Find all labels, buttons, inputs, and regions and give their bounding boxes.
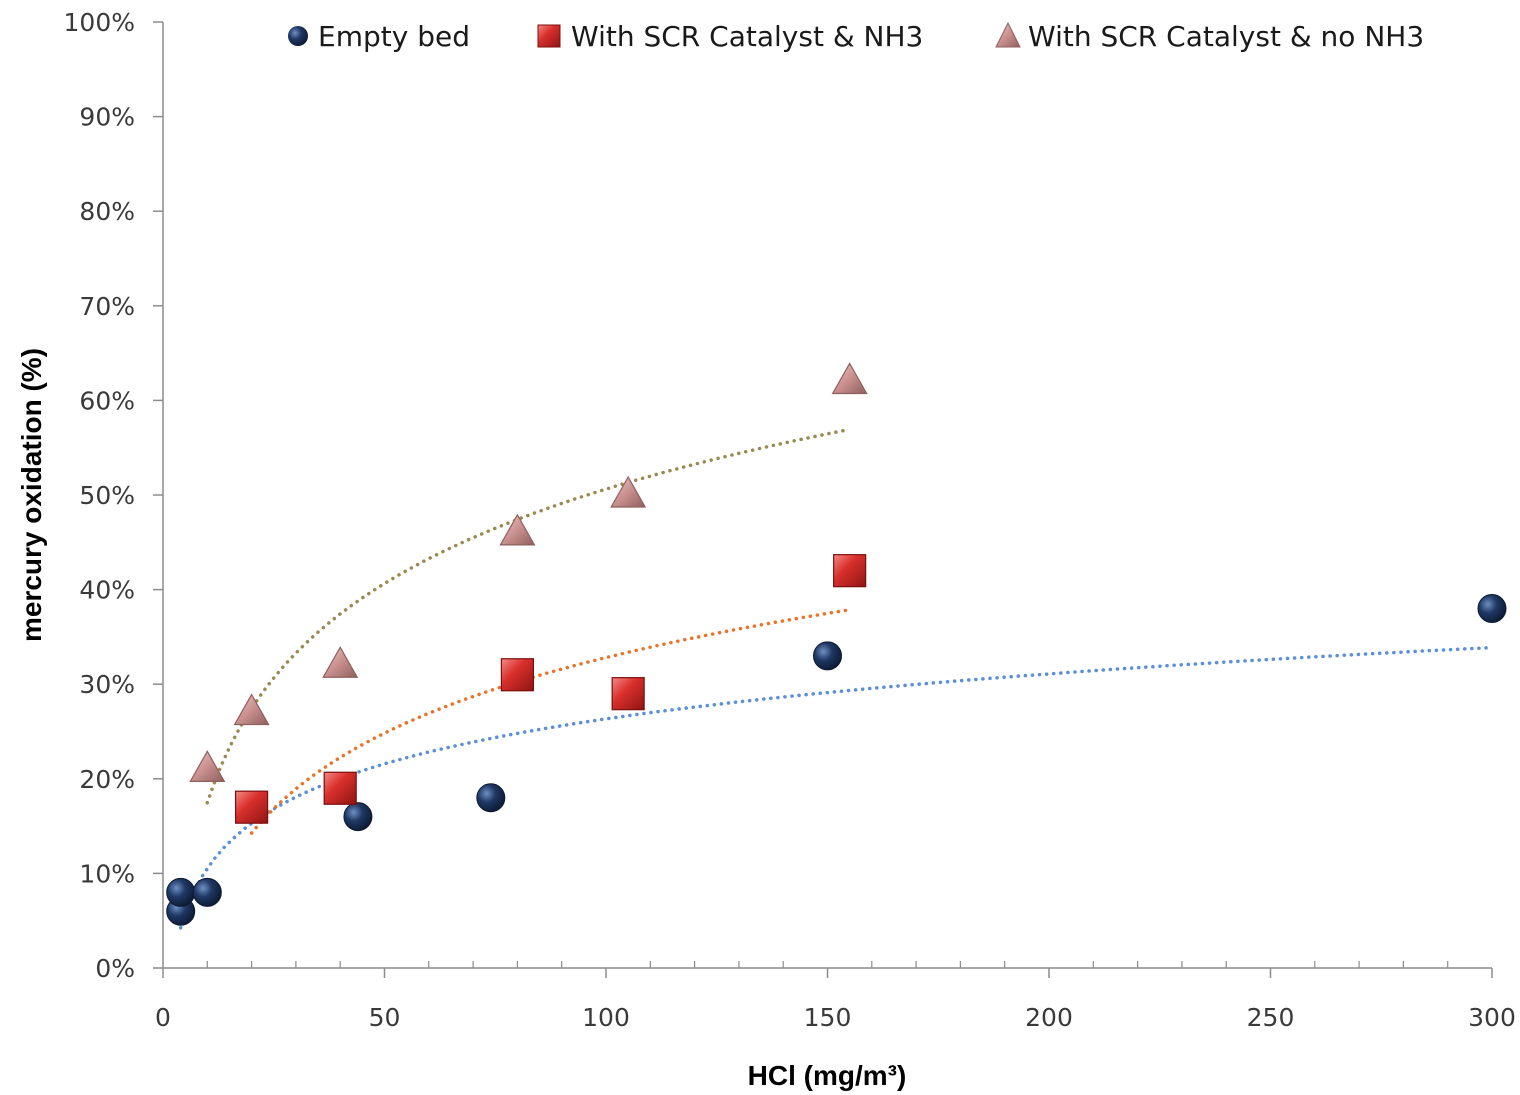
y-axis-title: mercury oxidation (%)	[16, 348, 47, 642]
data-point-scr-no-nh3	[189, 750, 226, 782]
x-axis-title: HCl (mg/m³)	[748, 1060, 907, 1091]
x-tick-label: 0	[155, 1003, 171, 1032]
data-point-empty-bed	[166, 877, 196, 907]
data-point-empty-bed	[1477, 594, 1507, 624]
x-tick-label: 150	[804, 1003, 852, 1032]
y-tick-label: 30%	[79, 670, 135, 699]
legend-square-marker	[537, 24, 561, 48]
trendline-series-3	[205, 427, 852, 805]
legend-circle-marker	[288, 26, 308, 46]
x-tick-label: 200	[1025, 1003, 1073, 1032]
data-point-scr-no-nh3	[499, 513, 536, 546]
data-point-scr-nh3	[323, 771, 357, 805]
x-axis: 0 50 100 150 200 250 300	[155, 961, 1516, 1032]
legend-label-scr-nh3: With SCR Catalyst & NH3	[571, 20, 923, 53]
x-ticks: 0 50 100 150 200 250 300	[155, 961, 1516, 1032]
data-point-scr-no-nh3	[610, 475, 647, 508]
y-tick-label: 20%	[79, 765, 135, 794]
y-ticks: 0% 10% 20% 30% 40% 50% 60% 70% 80% 90% 100%	[64, 8, 163, 983]
x-tick-label: 250	[1247, 1003, 1295, 1032]
y-tick-label: 40%	[79, 576, 135, 605]
y-axis: 0% 10% 20% 30% 40% 50% 60% 70% 80% 90% 100%	[64, 8, 164, 983]
x-tick-label: 100	[582, 1003, 630, 1032]
y-tick-label: 10%	[79, 859, 135, 888]
y-tick-label: 50%	[79, 481, 135, 510]
legend-triangle-marker	[995, 21, 1021, 48]
y-tick-label: 100%	[64, 8, 135, 37]
data-point-scr-nh3	[833, 554, 867, 588]
legend-label-empty-bed: Empty bed	[318, 20, 470, 53]
data-point-scr-nh3	[235, 790, 269, 824]
data-point-scr-no-nh3	[233, 693, 270, 726]
data-point-scr-no-nh3	[831, 362, 868, 395]
y-tick-label: 80%	[79, 197, 135, 226]
y-tick-label: 70%	[79, 292, 135, 321]
legend-item-scr-nh3[interactable]: With SCR Catalyst & NH3	[537, 20, 923, 53]
data-points	[166, 362, 1507, 926]
data-point-empty-bed	[343, 802, 373, 832]
y-tick-label: 0%	[95, 954, 135, 983]
legend: Empty bed With SCR Catalyst & NH3 With S…	[288, 20, 1424, 53]
data-point-scr-nh3	[611, 677, 645, 711]
y-tick-label: 60%	[79, 386, 135, 415]
data-point-empty-bed	[476, 783, 506, 813]
legend-label-scr-no-nh3: With SCR Catalyst & no NH3	[1028, 20, 1424, 53]
legend-item-empty-bed[interactable]: Empty bed	[288, 20, 470, 53]
legend-item-scr-no-nh3[interactable]: With SCR Catalyst & no NH3	[995, 20, 1424, 53]
x-tick-label: 50	[369, 1003, 401, 1032]
trendline-series-1	[178, 645, 1494, 930]
data-point-scr-nh3	[500, 658, 534, 692]
x-tick-label: 300	[1468, 1003, 1516, 1032]
trendlines	[178, 427, 1494, 930]
y-tick-label: 90%	[79, 103, 135, 132]
data-point-empty-bed	[813, 641, 842, 671]
data-point-empty-bed	[192, 877, 222, 907]
data-point-scr-no-nh3	[322, 646, 359, 678]
